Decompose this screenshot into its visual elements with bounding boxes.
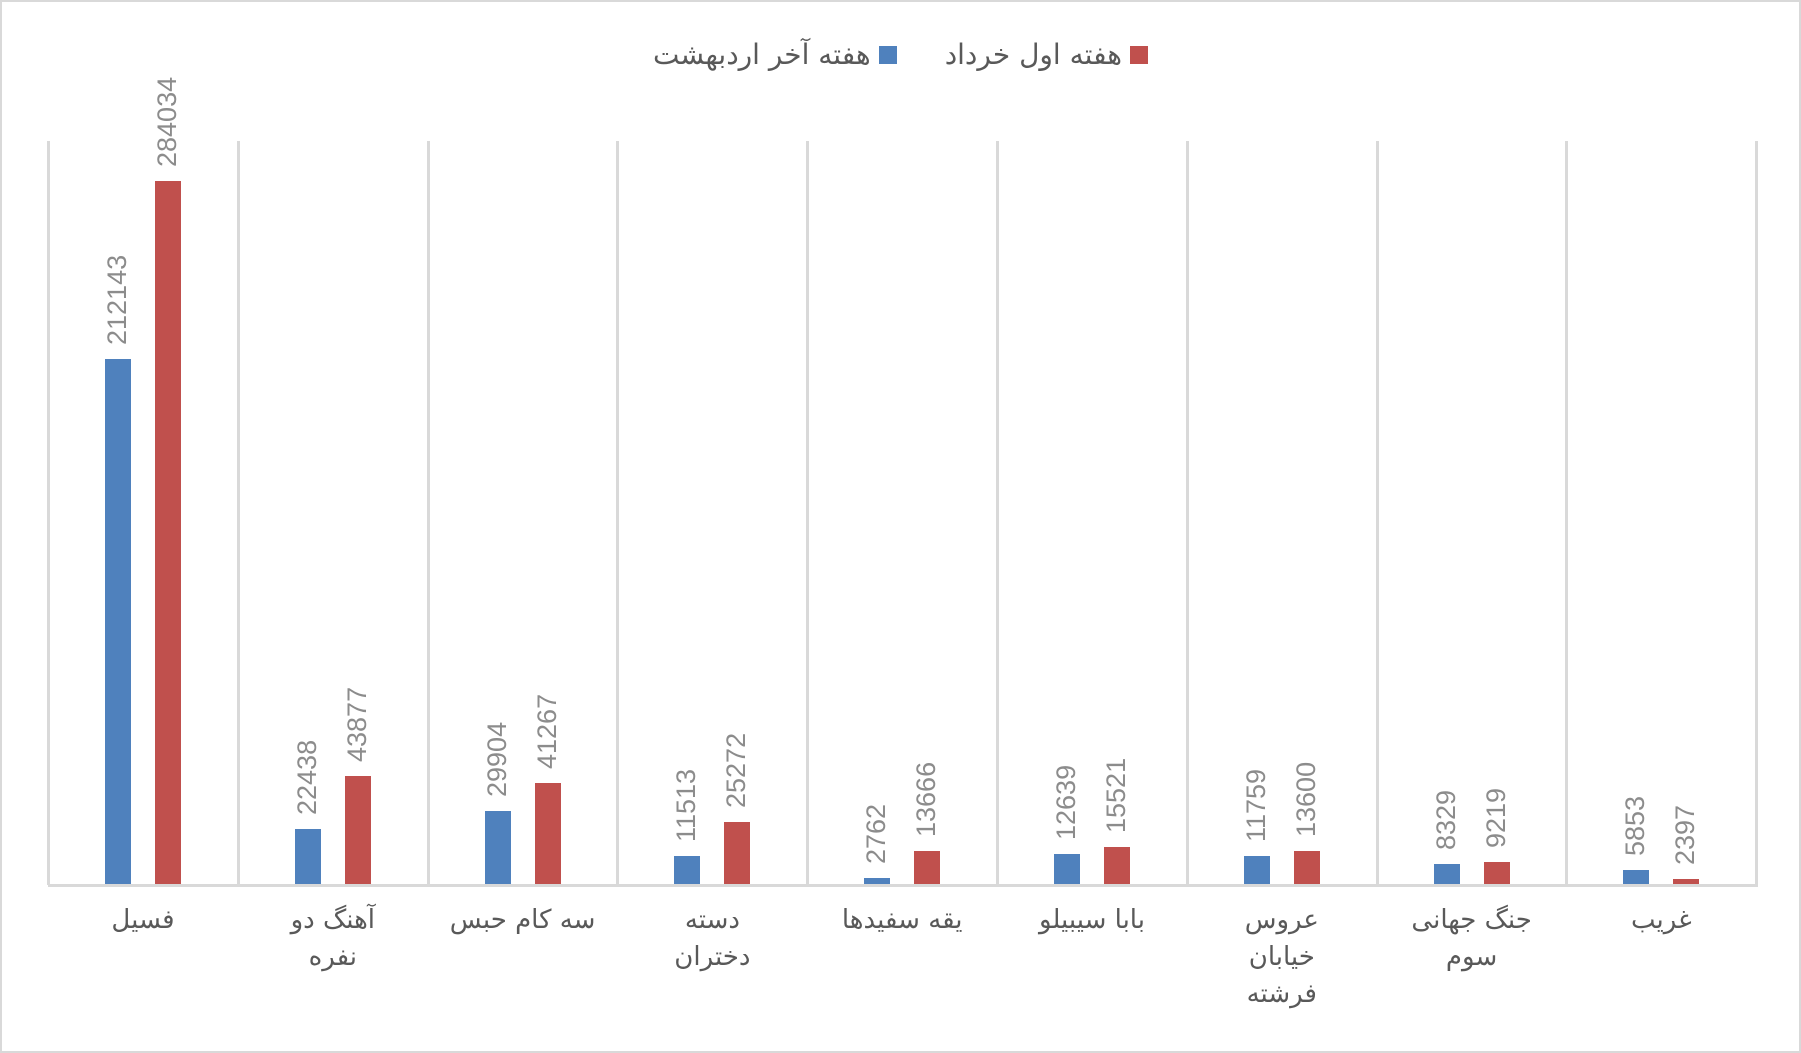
gridline (47, 141, 50, 885)
gridline (1565, 141, 1569, 885)
bar-khordad[interactable] (1103, 846, 1130, 885)
category-label: بابا سیبیلو (1039, 905, 1145, 935)
bar-khordad[interactable] (1673, 879, 1700, 885)
bar-ordibehesht[interactable] (1623, 870, 1650, 885)
legend-label: هفته اول خرداد (944, 38, 1122, 71)
bar-khordad[interactable] (344, 776, 371, 885)
bar-ordibehesht[interactable] (674, 856, 701, 885)
bar-ordibehesht[interactable] (1243, 855, 1270, 885)
category-label: جنگ جهانی سوم (1411, 905, 1532, 972)
gridline (1185, 141, 1189, 885)
data-label: 8329 (1430, 790, 1461, 851)
data-label: 212143 (101, 254, 132, 345)
data-label: 2397 (1670, 804, 1701, 866)
data-label: 22438 (291, 740, 322, 816)
data-label: 13600 (1290, 762, 1321, 838)
data-label: 25272 (721, 733, 752, 809)
legend-swatch-red-icon (1130, 45, 1148, 64)
bar-ordibehesht[interactable] (104, 358, 131, 885)
data-label: 12639 (1050, 764, 1081, 840)
legend-item-khordad[interactable]: هفته اول خرداد (945, 38, 1148, 71)
bar-khordad[interactable] (154, 180, 181, 885)
legend-item-ordibehesht[interactable]: هفته آخر اردبهشت (653, 38, 897, 71)
category-label: سه کام حبس (449, 905, 596, 935)
bar-khordad[interactable] (724, 822, 751, 885)
data-label: 11759 (1240, 768, 1271, 842)
bar-ordibehesht[interactable] (1053, 853, 1080, 885)
category-label: فسیل (111, 905, 175, 935)
data-label: 9219 (1480, 788, 1511, 849)
data-label: 11513 (671, 769, 702, 843)
bar-ordibehesht[interactable] (864, 878, 891, 885)
gridline (616, 141, 620, 885)
gridline (1755, 141, 1759, 885)
legend-swatch-blue-icon (878, 45, 897, 64)
data-label: 41267 (531, 693, 562, 769)
legend-label: هفته آخر اردبهشت (653, 38, 871, 71)
data-label: 43877 (341, 687, 372, 763)
category-label: یقه سفیدها (841, 905, 963, 935)
data-label: 284034 (151, 76, 182, 167)
data-label: 2762 (861, 804, 892, 865)
bar-khordad[interactable] (1293, 851, 1320, 885)
gridline (1375, 141, 1379, 885)
bar-ordibehesht[interactable] (294, 829, 321, 885)
category-label: عروس خیابان فرشته (1244, 905, 1319, 1009)
category-label: غریب (1631, 905, 1692, 935)
category-label: آهنگ دو نفره (290, 905, 376, 972)
data-label: 29904 (481, 721, 512, 797)
data-label: 5853 (1620, 796, 1651, 857)
data-label: 13666 (911, 762, 942, 838)
gridline (236, 141, 240, 885)
bar-ordibehesht[interactable] (484, 810, 511, 885)
bar-khordad[interactable] (1483, 862, 1510, 885)
chart-legend: هفته اول خرداد هفته آخر اردبهشت (0, 38, 1801, 71)
bar-ordibehesht[interactable] (1433, 864, 1460, 885)
category-label: دسته دختران (674, 905, 751, 972)
gridline (426, 141, 430, 885)
x-axis-line (48, 884, 1758, 887)
bar-khordad[interactable] (914, 851, 941, 885)
gridline (806, 141, 810, 885)
data-label: 15521 (1100, 757, 1131, 833)
bar-khordad[interactable] (534, 782, 561, 885)
gridline (996, 141, 999, 885)
